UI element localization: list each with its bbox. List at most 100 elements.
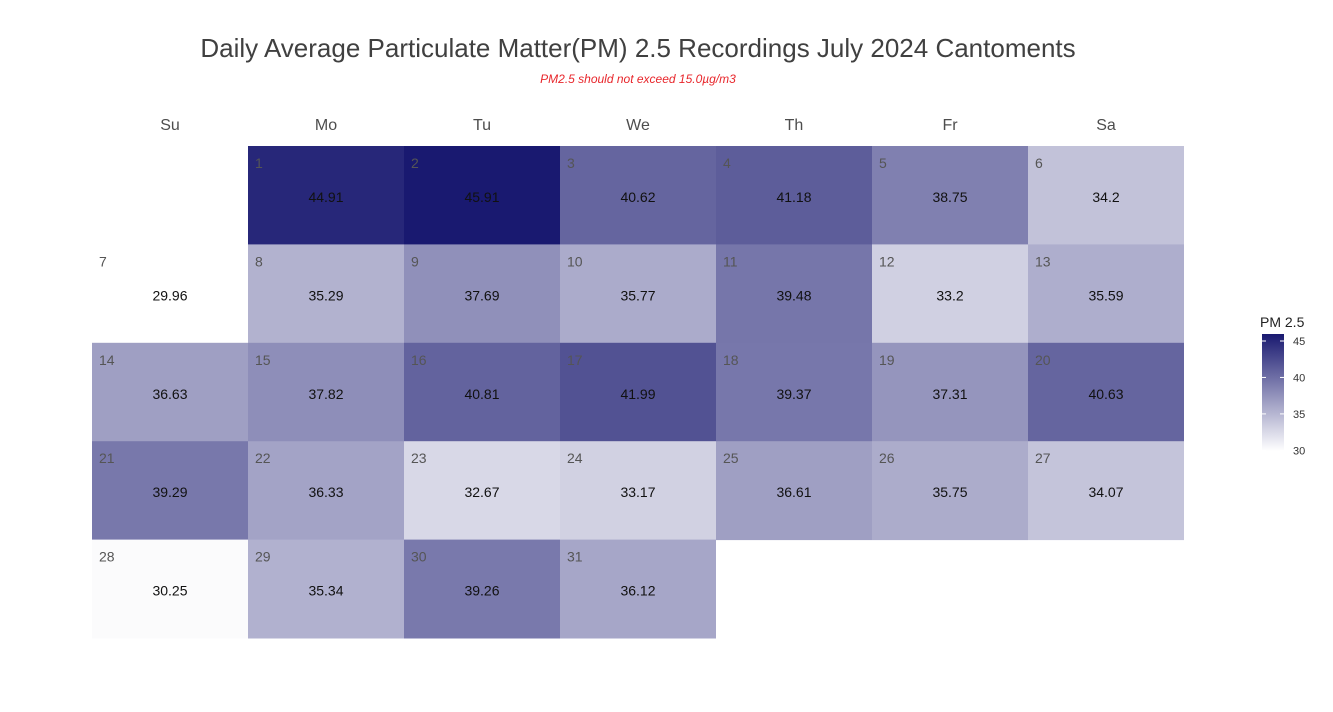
chart-subtitle: PM2.5 should not exceed 15.0µg/m3 <box>540 72 736 86</box>
value-label: 39.29 <box>152 484 187 500</box>
weekday-label: Th <box>785 117 804 134</box>
day-number: 29 <box>255 549 271 565</box>
day-cell <box>248 539 404 639</box>
day-cell <box>92 539 248 639</box>
value-label: 39.48 <box>776 287 811 303</box>
legend-title: PM 2.5 <box>1260 314 1305 330</box>
value-label: 41.18 <box>776 189 811 205</box>
day-number: 16 <box>411 352 427 368</box>
day-number: 2 <box>411 155 419 171</box>
day-number: 6 <box>1035 155 1043 171</box>
value-label: 35.34 <box>308 583 343 599</box>
value-label: 39.26 <box>464 583 499 599</box>
day-number: 30 <box>411 549 427 565</box>
value-label: 37.82 <box>308 386 343 402</box>
day-cell <box>716 146 872 245</box>
value-label: 40.62 <box>620 189 655 205</box>
weekday-label: Tu <box>473 117 491 134</box>
day-number: 21 <box>99 450 115 466</box>
value-label: 44.91 <box>308 189 343 205</box>
value-label: 34.2 <box>1092 189 1119 205</box>
day-cell <box>872 342 1028 442</box>
day-cell <box>404 342 560 442</box>
value-label: 36.63 <box>152 386 187 402</box>
day-number: 19 <box>879 352 895 368</box>
day-cell <box>1028 146 1184 245</box>
day-cell <box>716 342 872 442</box>
value-label: 36.12 <box>620 583 655 599</box>
day-number: 18 <box>723 352 739 368</box>
day-cell <box>716 441 872 541</box>
value-label: 45.91 <box>464 189 499 205</box>
day-number: 9 <box>411 253 419 269</box>
day-number: 17 <box>567 352 583 368</box>
legend-tick-label: 35 <box>1293 409 1305 421</box>
value-label: 33.2 <box>936 287 963 303</box>
day-cell <box>404 539 560 639</box>
weekday-label: Fr <box>942 117 958 134</box>
day-number: 14 <box>99 352 115 368</box>
day-cell <box>872 146 1028 245</box>
value-label: 30.25 <box>152 583 187 599</box>
day-cell <box>1028 441 1184 541</box>
day-cell <box>404 146 560 245</box>
chart-title: Daily Average Particulate Matter(PM) 2.5… <box>200 33 1076 63</box>
value-label: 38.75 <box>932 189 967 205</box>
day-number: 3 <box>567 155 575 171</box>
day-number: 12 <box>879 253 895 269</box>
day-cell <box>1028 244 1184 344</box>
day-number: 22 <box>255 450 271 466</box>
day-cell <box>872 244 1028 344</box>
value-label: 35.75 <box>932 484 967 500</box>
value-label: 33.17 <box>620 484 655 500</box>
day-number: 31 <box>567 549 583 565</box>
day-cell <box>92 244 248 344</box>
day-cell <box>92 441 248 541</box>
weekday-label: Mo <box>315 117 337 134</box>
value-label: 36.61 <box>776 484 811 500</box>
legend-tick-label: 45 <box>1293 336 1305 348</box>
day-number: 1 <box>255 155 263 171</box>
day-cell <box>1028 342 1184 442</box>
day-number: 26 <box>879 450 895 466</box>
day-cell <box>560 342 716 442</box>
value-label: 29.96 <box>152 287 187 303</box>
value-label: 40.81 <box>464 386 499 402</box>
day-cell <box>404 244 560 344</box>
day-cell <box>92 342 248 442</box>
value-label: 35.59 <box>1088 287 1123 303</box>
day-number: 27 <box>1035 450 1051 466</box>
day-number: 11 <box>723 253 738 269</box>
day-number: 15 <box>255 352 271 368</box>
day-number: 28 <box>99 549 115 565</box>
day-cell <box>560 441 716 541</box>
day-cell <box>248 244 404 344</box>
day-number: 20 <box>1035 352 1051 368</box>
day-number: 5 <box>879 155 887 171</box>
day-number: 24 <box>567 450 583 466</box>
day-number: 4 <box>723 155 731 171</box>
day-number: 10 <box>567 253 583 269</box>
value-label: 37.69 <box>464 287 499 303</box>
weekday-label: Su <box>160 117 180 134</box>
day-number: 7 <box>99 253 107 269</box>
value-label: 35.77 <box>620 287 655 303</box>
day-cell <box>560 539 716 639</box>
value-label: 36.33 <box>308 484 343 500</box>
day-cell <box>716 244 872 344</box>
day-cell <box>560 146 716 245</box>
value-label: 39.37 <box>776 386 811 402</box>
legend-tick-label: 40 <box>1293 372 1305 384</box>
value-label: 41.99 <box>620 386 655 402</box>
day-number: 8 <box>255 253 263 269</box>
weekday-label: We <box>626 117 650 134</box>
day-cell <box>404 441 560 541</box>
value-label: 35.29 <box>308 287 343 303</box>
value-label: 32.67 <box>464 484 499 500</box>
day-number: 13 <box>1035 253 1051 269</box>
day-cell <box>248 441 404 541</box>
day-cell <box>248 342 404 442</box>
legend-tick-label: 30 <box>1293 445 1305 457</box>
day-cell <box>248 146 404 245</box>
